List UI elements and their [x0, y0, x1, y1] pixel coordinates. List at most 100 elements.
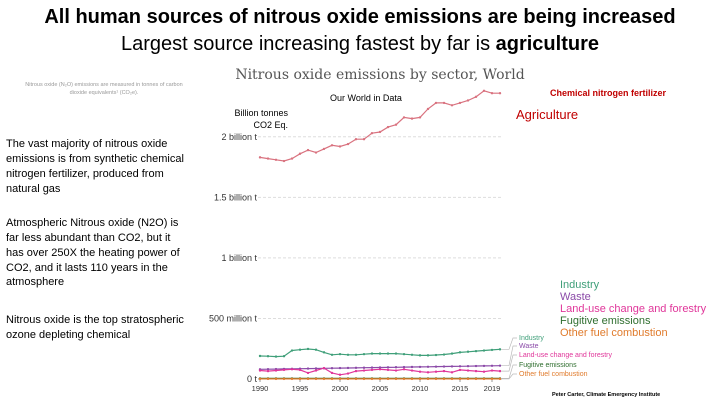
data-point-agriculture — [266, 157, 270, 160]
data-point-land_use — [290, 368, 294, 371]
data-point-industry — [362, 352, 366, 356]
data-point-waste — [490, 364, 494, 367]
data-point-agriculture — [330, 144, 334, 147]
data-point-agriculture — [418, 116, 422, 119]
data-point-waste — [338, 366, 342, 370]
data-point-other_fuel — [394, 377, 398, 381]
data-point-industry — [378, 352, 382, 355]
data-point-land_use — [362, 369, 366, 372]
x-tick-label: 2000 — [332, 384, 349, 393]
data-point-agriculture — [370, 131, 374, 135]
slide-subtitle: Largest source increasing fastest by far… — [0, 33, 720, 56]
leader-line-land_use — [501, 354, 517, 372]
data-point-other_fuel — [466, 377, 470, 381]
data-point-industry — [442, 353, 446, 356]
data-point-land_use — [498, 369, 502, 373]
leader-line-industry — [501, 337, 517, 350]
data-point-industry — [482, 349, 486, 352]
data-point-agriculture — [306, 148, 310, 152]
series-label-land_use: Land-use change and forestry — [519, 352, 613, 359]
x-tick-label: 2010 — [412, 384, 429, 393]
data-point-waste — [266, 367, 270, 371]
data-point-land_use — [402, 368, 406, 371]
side-paragraph-ozone: Nitrous oxide is the top stratospheric o… — [6, 314, 184, 341]
data-point-waste — [450, 365, 454, 368]
data-point-industry — [394, 352, 398, 355]
data-point-land_use — [354, 369, 358, 373]
data-point-agriculture — [346, 142, 350, 146]
data-point-land_use — [370, 368, 374, 372]
units-note: Nitrous oxide (N₂O) emissions are measur… — [25, 82, 183, 96]
data-point-land_use — [410, 369, 414, 372]
y-tick-label: 1.5 billion t — [214, 192, 258, 202]
data-point-other_fuel — [298, 377, 302, 381]
legend-other-fuel: Other fuel combustion — [560, 327, 668, 339]
data-point-agriculture — [386, 125, 390, 129]
data-point-other_fuel — [338, 377, 342, 381]
data-point-other_fuel — [322, 377, 326, 381]
data-point-waste — [498, 364, 502, 367]
x-tick-label: 1990 — [252, 384, 269, 393]
data-point-land_use — [346, 372, 350, 375]
data-point-agriculture — [450, 104, 454, 107]
data-point-other_fuel — [370, 377, 374, 381]
legend-fugitive: Fugitive emissions — [560, 315, 651, 327]
data-point-land_use — [426, 371, 430, 374]
data-point-industry — [458, 351, 462, 354]
data-point-agriculture — [322, 147, 326, 151]
data-point-land_use — [258, 369, 262, 372]
data-point-waste — [466, 364, 470, 368]
data-point-other_fuel — [410, 377, 414, 381]
data-point-agriculture — [314, 151, 318, 154]
legend-land-use: Land-use change and forestry — [560, 303, 707, 315]
data-point-other_fuel — [402, 377, 406, 381]
data-point-industry — [402, 352, 406, 356]
data-point-agriculture — [442, 101, 446, 105]
y-tick-label: 2 billion t — [221, 132, 257, 142]
data-point-other_fuel — [290, 377, 294, 381]
data-point-industry — [474, 349, 478, 353]
data-point-waste — [354, 366, 358, 370]
data-point-agriculture — [466, 99, 470, 102]
data-point-other_fuel — [450, 377, 454, 381]
data-point-agriculture — [490, 92, 494, 95]
data-point-other_fuel — [434, 377, 438, 381]
legend-industry: Industry — [560, 279, 600, 291]
data-point-industry — [258, 354, 262, 358]
data-point-land_use — [338, 373, 342, 376]
data-point-waste — [370, 366, 374, 369]
data-point-land_use — [378, 368, 382, 371]
data-point-agriculture — [498, 92, 502, 95]
y-tick-label: 1 billion t — [221, 253, 257, 263]
data-point-industry — [498, 348, 502, 351]
chart-source: Our World in Data — [330, 93, 402, 103]
data-point-agriculture — [362, 138, 366, 141]
data-point-industry — [322, 351, 326, 354]
data-point-land_use — [434, 370, 438, 373]
data-point-other_fuel — [418, 377, 422, 381]
series-label-other_fuel: Other fuel combustion — [519, 371, 588, 378]
y-tick-label: 500 million t — [209, 313, 258, 323]
data-point-land_use — [386, 368, 390, 372]
chart-unit-line1: Billion tonnes — [234, 108, 288, 118]
series-label-fugitive: Fugitive emissions — [519, 362, 577, 369]
legend-waste: Waste — [560, 291, 591, 303]
data-point-land_use — [482, 370, 486, 373]
series-industry — [258, 347, 502, 358]
data-point-land_use — [282, 368, 286, 372]
data-point-industry — [354, 353, 358, 356]
data-point-industry — [466, 350, 470, 353]
chart-title: Nitrous oxide emissions by sector, World — [235, 67, 525, 83]
data-point-land_use — [450, 371, 454, 374]
leader-line-other_fuel — [501, 373, 517, 380]
data-point-waste — [418, 365, 422, 369]
data-point-other_fuel — [426, 377, 430, 381]
leader-line-fugitive — [501, 364, 517, 379]
data-point-waste — [378, 366, 382, 369]
data-point-land_use — [458, 368, 462, 372]
data-point-land_use — [266, 369, 270, 373]
data-point-waste — [362, 366, 366, 369]
data-point-agriculture — [354, 138, 358, 141]
data-point-other_fuel — [314, 377, 318, 381]
